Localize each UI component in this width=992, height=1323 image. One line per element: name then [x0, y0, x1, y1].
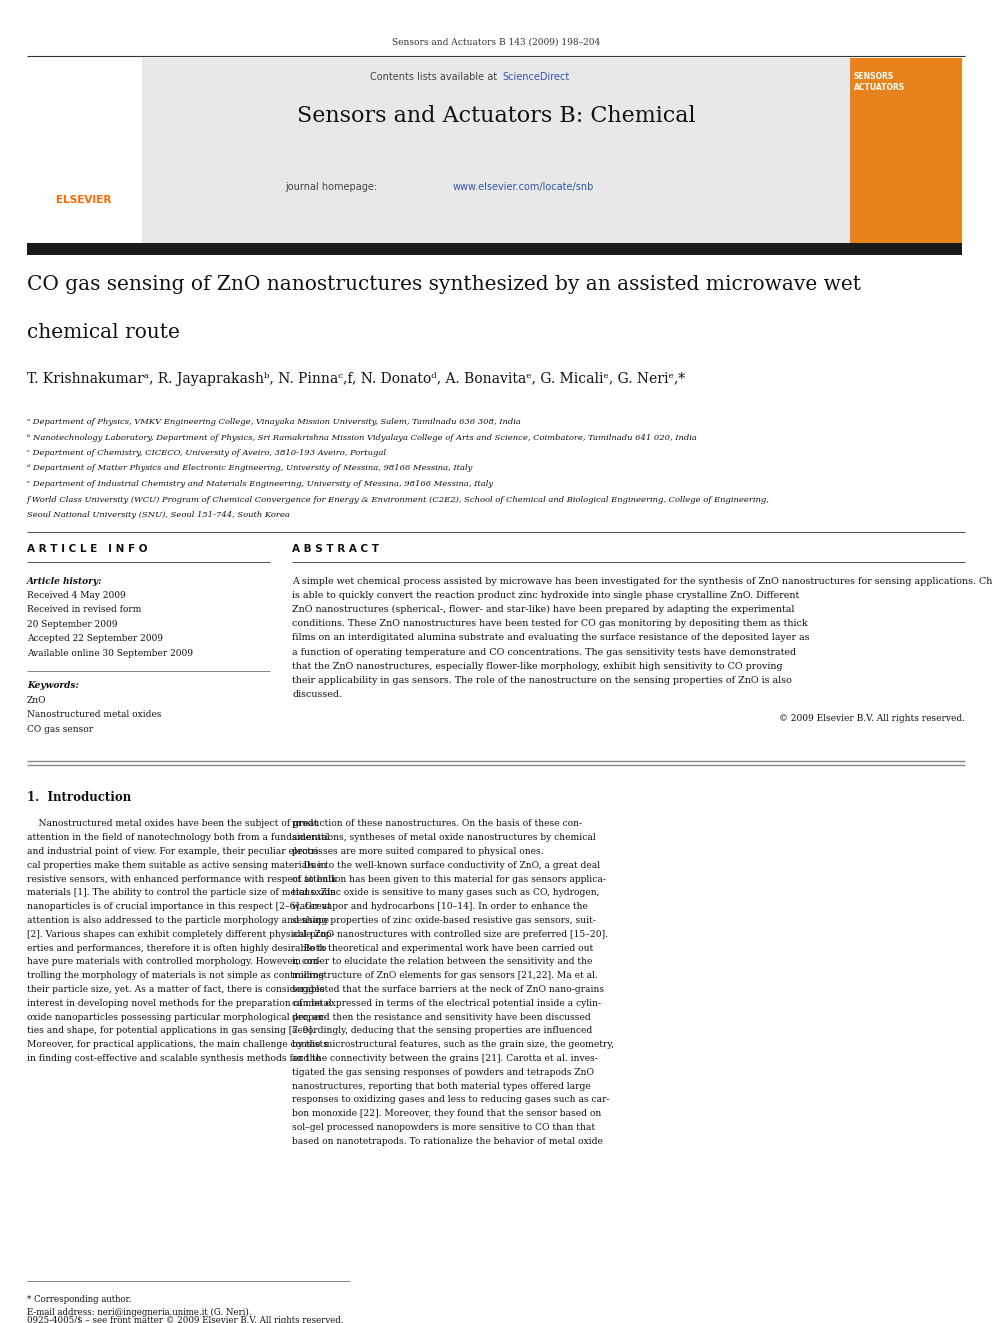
Text: T. Krishnakumarᵃ, R. Jayaprakashᵇ, N. Pinnaᶜ,f, N. Donatoᵈ, A. Bonavitaᵉ, G. Mic: T. Krishnakumarᵃ, R. Jayaprakashᵇ, N. Pi…: [27, 372, 685, 386]
Text: ᵉ Department of Industrial Chemistry and Materials Engineering, University of Me: ᵉ Department of Industrial Chemistry and…: [27, 480, 493, 488]
Text: A R T I C L E   I N F O: A R T I C L E I N F O: [27, 544, 148, 553]
Text: responses to oxidizing gases and less to reducing gases such as car-: responses to oxidizing gases and less to…: [292, 1095, 610, 1105]
Text: der, and then the resistance and sensitivity have been discussed: der, and then the resistance and sensiti…: [292, 1012, 591, 1021]
Text: that the ZnO nanostructures, especially flower-like morphology, exhibit high sen: that the ZnO nanostructures, especially …: [292, 662, 783, 671]
Text: is able to quickly convert the reaction product zinc hydroxide into single phase: is able to quickly convert the reaction …: [292, 590, 800, 599]
Text: Contents lists available at: Contents lists available at: [370, 71, 500, 82]
Text: have pure materials with controlled morphology. However, con-: have pure materials with controlled morp…: [27, 958, 321, 967]
Text: siderations, syntheses of metal oxide nanostructures by chemical: siderations, syntheses of metal oxide na…: [292, 833, 596, 843]
Text: chemical route: chemical route: [27, 323, 180, 343]
Text: tigated the gas sensing responses of powders and tetrapods ZnO: tigated the gas sensing responses of pow…: [292, 1068, 594, 1077]
Text: * Corresponding author.: * Corresponding author.: [27, 1295, 132, 1304]
Text: processes are more suited compared to physical ones.: processes are more suited compared to ph…: [292, 847, 544, 856]
Text: 0925-4005/$ – see front matter © 2009 Elsevier B.V. All rights reserved.: 0925-4005/$ – see front matter © 2009 El…: [27, 1316, 343, 1323]
Text: www.elsevier.com/locate/snb: www.elsevier.com/locate/snb: [453, 183, 594, 192]
Text: water vapor and hydrocarbons [10–14]. In order to enhance the: water vapor and hydrocarbons [10–14]. In…: [292, 902, 588, 912]
Text: ZnO: ZnO: [27, 696, 47, 705]
Text: their applicability in gas sensors. The role of the nanostructure on the sensing: their applicability in gas sensors. The …: [292, 676, 792, 685]
Text: ᵇ Nanotechnology Laboratory, Department of Physics, Sri Ramakrishna Mission Vidy: ᵇ Nanotechnology Laboratory, Department …: [27, 434, 696, 442]
Bar: [27, 243, 962, 255]
Text: their particle size, yet. As a matter of fact, there is considerable: their particle size, yet. As a matter of…: [27, 986, 324, 994]
Text: nanoparticles is of crucial importance in this respect [2–6]. Great: nanoparticles is of crucial importance i…: [27, 902, 331, 912]
Bar: [27, 58, 142, 243]
Text: ScienceDirect: ScienceDirect: [502, 71, 569, 82]
Text: Nanostructured metal oxides: Nanostructured metal oxides: [27, 710, 162, 720]
Text: materials [1]. The ability to control the particle size of metal oxide: materials [1]. The ability to control th…: [27, 889, 335, 897]
Text: Sensors and Actuators B 143 (2009) 198–204: Sensors and Actuators B 143 (2009) 198–2…: [392, 38, 600, 48]
Text: journal homepage:: journal homepage:: [285, 183, 380, 192]
Text: CO gas sensor: CO gas sensor: [27, 725, 93, 734]
Bar: [850, 58, 962, 243]
Text: suggested that the surface barriers at the neck of ZnO nano-grains: suggested that the surface barriers at t…: [292, 986, 604, 994]
Text: Due to the well-known surface conductivity of ZnO, a great deal: Due to the well-known surface conductivi…: [292, 861, 600, 871]
Text: by the microstructural features, such as the grain size, the geometry,: by the microstructural features, such as…: [292, 1040, 614, 1049]
Text: ᵈ Department of Matter Physics and Electronic Engineering, University of Messina: ᵈ Department of Matter Physics and Elect…: [27, 464, 472, 472]
Text: f World Class University (WCU) Program of Chemical Convergence for Energy & Envi: f World Class University (WCU) Program o…: [27, 496, 770, 504]
Text: microstructure of ZnO elements for gas sensors [21,22]. Ma et al.: microstructure of ZnO elements for gas s…: [292, 971, 598, 980]
Text: ᶜ Department of Chemistry, CICECO, University of Aveiro, 3810-193 Aveiro, Portug: ᶜ Department of Chemistry, CICECO, Unive…: [27, 448, 386, 456]
Text: able ZnO nanostructures with controlled size are preferred [15–20].: able ZnO nanostructures with controlled …: [292, 930, 608, 939]
Text: of attention has been given to this material for gas sensors applica-: of attention has been given to this mate…: [292, 875, 606, 884]
Text: conditions. These ZnO nanostructures have been tested for CO gas monitoring by d: conditions. These ZnO nanostructures hav…: [292, 619, 807, 628]
Text: production of these nanostructures. On the basis of these con-: production of these nanostructures. On t…: [292, 819, 582, 828]
Text: bon monoxide [22]. Moreover, they found that the sensor based on: bon monoxide [22]. Moreover, they found …: [292, 1109, 601, 1118]
Text: Seoul National University (SNU), Seoul 151-744, South Korea: Seoul National University (SNU), Seoul 1…: [27, 511, 290, 519]
Text: can be expressed in terms of the electrical potential inside a cylin-: can be expressed in terms of the electri…: [292, 999, 601, 1008]
Text: Moreover, for practical applications, the main challenge consists: Moreover, for practical applications, th…: [27, 1040, 328, 1049]
Text: oxide nanoparticles possessing particular morphological proper-: oxide nanoparticles possessing particula…: [27, 1012, 326, 1021]
Text: 20 September 2009: 20 September 2009: [27, 620, 117, 628]
Text: discussed.: discussed.: [292, 691, 342, 699]
Text: in order to elucidate the relation between the sensitivity and the: in order to elucidate the relation betwe…: [292, 958, 592, 967]
Text: a function of operating temperature and CO concentrations. The gas sensitivity t: a function of operating temperature and …: [292, 647, 797, 656]
Text: Both theoretical and experimental work have been carried out: Both theoretical and experimental work h…: [292, 943, 593, 953]
Text: Received 4 May 2009: Received 4 May 2009: [27, 591, 126, 601]
Text: tions. Zinc oxide is sensitive to many gases such as CO, hydrogen,: tions. Zinc oxide is sensitive to many g…: [292, 889, 599, 897]
Text: sol–gel processed nanopowders is more sensitive to CO than that: sol–gel processed nanopowders is more se…: [292, 1123, 595, 1132]
Text: ELSEVIER: ELSEVIER: [57, 194, 112, 205]
Text: A B S T R A C T: A B S T R A C T: [292, 544, 379, 553]
Text: and the connectivity between the grains [21]. Carotta et al. inves-: and the connectivity between the grains …: [292, 1054, 598, 1064]
Text: based on nanotetrapods. To rationalize the behavior of metal oxide: based on nanotetrapods. To rationalize t…: [292, 1136, 603, 1146]
Text: in finding cost-effective and scalable synthesis methods for the: in finding cost-effective and scalable s…: [27, 1054, 320, 1064]
Text: attention is also addressed to the particle morphology and shape: attention is also addressed to the parti…: [27, 916, 329, 925]
Text: ties and shape, for potential applications in gas sensing [7–9].: ties and shape, for potential applicatio…: [27, 1027, 314, 1036]
Text: Keywords:: Keywords:: [27, 681, 79, 691]
Text: Article history:: Article history:: [27, 577, 102, 586]
Text: accordingly, deducing that the sensing properties are influenced: accordingly, deducing that the sensing p…: [292, 1027, 592, 1036]
Text: and industrial point of view. For example, their peculiar electri-: and industrial point of view. For exampl…: [27, 847, 321, 856]
Text: [2]. Various shapes can exhibit completely different physical prop-: [2]. Various shapes can exhibit complete…: [27, 930, 334, 939]
Text: © 2009 Elsevier B.V. All rights reserved.: © 2009 Elsevier B.V. All rights reserved…: [779, 714, 965, 724]
Text: ZnO nanostructures (spherical-, flower- and star-like) have been prepared by ada: ZnO nanostructures (spherical-, flower- …: [292, 605, 795, 614]
Text: CO gas sensing of ZnO nanostructures synthesized by an assisted microwave wet: CO gas sensing of ZnO nanostructures syn…: [27, 275, 861, 294]
Text: interest in developing novel methods for the preparation of metal: interest in developing novel methods for…: [27, 999, 331, 1008]
Text: A simple wet chemical process assisted by microwave has been investigated for th: A simple wet chemical process assisted b…: [292, 577, 992, 586]
Text: cal properties make them suitable as active sensing materials in: cal properties make them suitable as act…: [27, 861, 326, 871]
Text: nanostructures, reporting that both material types offered large: nanostructures, reporting that both mate…: [292, 1082, 591, 1090]
Text: E-mail address: neri@ingegneria.unime.it (G. Neri).: E-mail address: neri@ingegneria.unime.it…: [27, 1308, 252, 1318]
Text: ᵃ Department of Physics, VMKV Engineering College, Vinayaka Mission University, : ᵃ Department of Physics, VMKV Engineerin…: [27, 418, 521, 426]
Text: films on an interdigitated alumina substrate and evaluating the surface resistan: films on an interdigitated alumina subst…: [292, 634, 809, 642]
Text: Available online 30 September 2009: Available online 30 September 2009: [27, 650, 193, 658]
Text: Accepted 22 September 2009: Accepted 22 September 2009: [27, 635, 163, 643]
Text: resistive sensors, with enhanced performance with respect to bulk: resistive sensors, with enhanced perform…: [27, 875, 336, 884]
Text: erties and performances, therefore it is often highly desirable to: erties and performances, therefore it is…: [27, 943, 326, 953]
Text: Received in revised form: Received in revised form: [27, 606, 142, 614]
Text: Sensors and Actuators B: Chemical: Sensors and Actuators B: Chemical: [297, 105, 695, 127]
Bar: [142, 58, 850, 243]
Text: 1.  Introduction: 1. Introduction: [27, 791, 131, 804]
Text: Nanostructured metal oxides have been the subject of great: Nanostructured metal oxides have been th…: [27, 819, 318, 828]
Text: SENSORS
ACTUATORS: SENSORS ACTUATORS: [854, 71, 906, 93]
Text: attention in the field of nanotechnology both from a fundamental: attention in the field of nanotechnology…: [27, 833, 329, 843]
Text: sensing properties of zinc oxide-based resistive gas sensors, suit-: sensing properties of zinc oxide-based r…: [292, 916, 596, 925]
Text: trolling the morphology of materials is not simple as controlling: trolling the morphology of materials is …: [27, 971, 324, 980]
